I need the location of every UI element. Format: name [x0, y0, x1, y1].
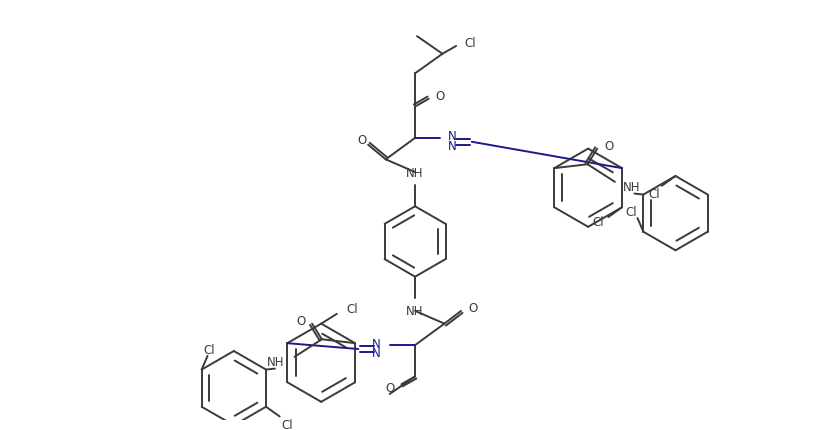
Text: O: O: [385, 381, 394, 394]
Text: Cl: Cl: [625, 205, 637, 218]
Text: N: N: [448, 130, 456, 143]
Text: O: O: [435, 90, 444, 103]
Text: Cl: Cl: [282, 418, 293, 430]
Text: O: O: [357, 134, 366, 147]
Text: O: O: [604, 140, 613, 153]
Text: Cl: Cl: [463, 37, 475, 50]
Text: Cl: Cl: [592, 216, 604, 229]
Text: NH: NH: [405, 304, 423, 317]
Text: Cl: Cl: [203, 343, 215, 356]
Text: N: N: [372, 337, 380, 350]
Text: N: N: [448, 140, 456, 153]
Text: NH: NH: [622, 181, 640, 194]
Text: Cl: Cl: [346, 303, 358, 316]
Text: NH: NH: [267, 356, 284, 369]
Text: Cl: Cl: [647, 187, 659, 201]
Text: O: O: [467, 302, 477, 315]
Text: O: O: [296, 314, 305, 327]
Text: NH: NH: [405, 166, 423, 179]
Text: N: N: [372, 347, 380, 359]
